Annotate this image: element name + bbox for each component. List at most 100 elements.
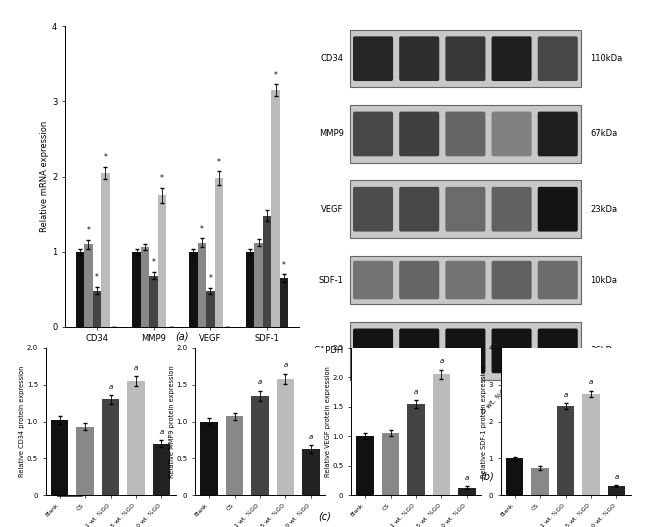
FancyBboxPatch shape (491, 36, 532, 81)
Bar (214, 178, 223, 327)
FancyBboxPatch shape (491, 187, 532, 231)
Bar (57, 353, 82, 374)
FancyBboxPatch shape (399, 261, 439, 299)
Bar (382, 433, 400, 495)
Bar (57, 383, 82, 405)
Text: a: a (589, 379, 593, 385)
Bar (198, 242, 206, 327)
FancyBboxPatch shape (491, 328, 532, 373)
FancyBboxPatch shape (399, 328, 439, 373)
Text: *: * (103, 153, 107, 162)
Y-axis label: Relative mRNA expression: Relative mRNA expression (40, 121, 49, 232)
Bar (458, 487, 476, 495)
FancyBboxPatch shape (538, 328, 578, 373)
Text: a: a (465, 475, 469, 481)
Bar (407, 404, 425, 495)
Bar (153, 444, 170, 495)
Text: CS+0.1 wt. %GO: CS+0.1 wt. %GO (89, 419, 153, 428)
FancyBboxPatch shape (445, 328, 486, 373)
Bar (93, 291, 101, 327)
FancyBboxPatch shape (445, 112, 486, 157)
FancyBboxPatch shape (445, 187, 486, 231)
Bar (57, 413, 82, 435)
Bar (51, 420, 68, 495)
Bar (356, 436, 374, 495)
Text: 67kDa: 67kDa (590, 130, 618, 139)
Text: *: * (95, 274, 99, 282)
Text: VEGF: VEGF (321, 204, 344, 214)
Bar (506, 458, 523, 495)
Bar (127, 381, 145, 495)
Bar (141, 247, 150, 327)
Bar (531, 468, 549, 495)
FancyBboxPatch shape (399, 187, 439, 231)
Text: *: * (151, 258, 155, 267)
Text: 23kDa: 23kDa (590, 204, 618, 214)
Text: *: * (217, 158, 221, 167)
Text: SDF-1: SDF-1 (319, 276, 344, 285)
FancyBboxPatch shape (350, 322, 581, 379)
Bar (276, 379, 294, 495)
Text: *: * (200, 225, 204, 233)
FancyBboxPatch shape (353, 328, 393, 373)
FancyBboxPatch shape (350, 105, 581, 163)
Text: GAPDH: GAPDH (313, 346, 344, 355)
Bar (158, 196, 166, 327)
Text: a: a (309, 434, 313, 440)
Bar (263, 216, 271, 327)
FancyBboxPatch shape (445, 261, 486, 299)
Bar (271, 90, 280, 327)
Text: MMP9: MMP9 (319, 130, 344, 139)
FancyBboxPatch shape (538, 36, 578, 81)
Text: a: a (614, 474, 619, 480)
Text: a: a (258, 379, 262, 385)
FancyBboxPatch shape (350, 256, 581, 305)
Text: CS+0.5 wt. %GO: CS+0.5 wt. %GO (89, 449, 153, 458)
Text: (b): (b) (480, 472, 495, 482)
Bar (75, 252, 84, 327)
FancyBboxPatch shape (350, 30, 581, 87)
Text: *: * (209, 274, 213, 283)
Text: a: a (414, 388, 418, 395)
Text: a: a (283, 363, 287, 368)
FancyBboxPatch shape (353, 187, 393, 231)
FancyBboxPatch shape (399, 112, 439, 157)
Bar (57, 444, 82, 465)
Text: Blank: Blank (355, 384, 373, 402)
Bar (280, 278, 289, 327)
Bar (200, 422, 218, 495)
Bar (101, 173, 110, 327)
FancyBboxPatch shape (538, 187, 578, 231)
Text: a: a (159, 429, 164, 435)
Bar (206, 291, 215, 327)
Bar (133, 252, 141, 327)
Text: CD34: CD34 (320, 54, 344, 63)
Text: a: a (109, 384, 112, 390)
Text: (a): (a) (176, 332, 188, 342)
Bar (432, 374, 450, 495)
FancyBboxPatch shape (491, 261, 532, 299)
FancyBboxPatch shape (445, 36, 486, 81)
Bar (608, 486, 625, 495)
FancyBboxPatch shape (538, 261, 578, 299)
Bar (582, 394, 600, 495)
Bar (226, 416, 244, 495)
Bar (57, 474, 82, 496)
Text: 36kDa: 36kDa (590, 346, 618, 355)
Text: a: a (134, 365, 138, 370)
Text: 110kDa: 110kDa (590, 54, 623, 63)
Text: (c): (c) (318, 511, 332, 521)
Y-axis label: Relative VEGF protein expression: Relative VEGF protein expression (325, 366, 331, 477)
FancyBboxPatch shape (538, 112, 578, 157)
FancyBboxPatch shape (491, 112, 532, 157)
Bar (76, 427, 94, 495)
Text: a: a (564, 392, 567, 397)
Bar (254, 242, 263, 327)
FancyBboxPatch shape (353, 261, 393, 299)
Bar (150, 276, 158, 327)
FancyBboxPatch shape (399, 36, 439, 81)
Text: CS: CS (409, 384, 419, 395)
Text: CS+1.0 wt. %GO: CS+1.0 wt. %GO (89, 480, 153, 489)
Bar (302, 449, 320, 495)
Text: *: * (282, 261, 286, 270)
